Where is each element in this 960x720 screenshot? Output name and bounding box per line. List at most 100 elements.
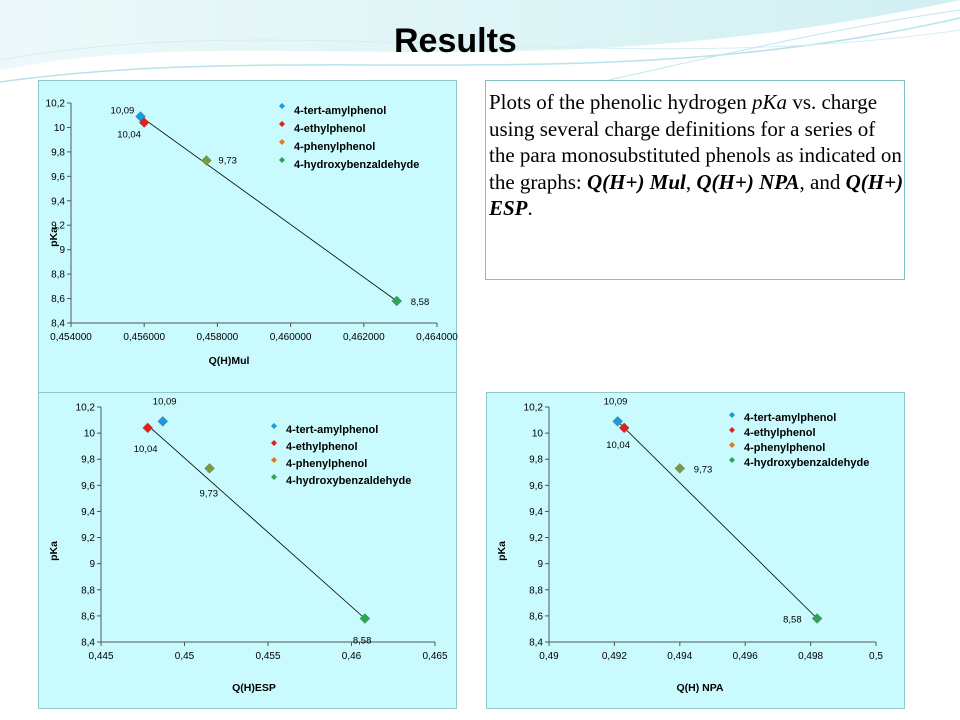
y-tick-label: 8,8: [81, 585, 95, 596]
data-label: 9,73: [200, 488, 219, 499]
y-tick-label: 8,4: [529, 638, 543, 649]
y-tick-label: 10: [532, 429, 544, 440]
y-tick-label: 9,4: [81, 507, 95, 518]
data-point: [359, 613, 371, 624]
description-method-npa: Q(H+) NPA: [696, 169, 800, 194]
x-tick-label: 0,454000: [50, 332, 92, 343]
data-point: [138, 117, 150, 128]
data-point: [201, 155, 212, 166]
x-tick-label: 0,46: [342, 651, 362, 662]
chart-esp: 8,4 8,6 8,8 9 9,2 9,4 9,6 9,8 10 10,2 0,445 0,45 0,4…: [48, 396, 448, 694]
x-tick-label: 0,445: [88, 651, 113, 662]
legend-label: 4-phenylphenol: [286, 458, 367, 470]
chart-npa: 8,4 8,6 8,8 9 9,2 9,4 9,6 9,8 10 10,2 0,49 0,492 0,4…: [496, 396, 883, 694]
x-tick-label: 0,496: [733, 651, 758, 662]
y-tick-label: 9: [89, 559, 95, 570]
legend-marker: [279, 139, 285, 145]
y-tick-label: 9,8: [529, 455, 543, 466]
x-axis-title: Q(H) NPA: [676, 682, 723, 694]
legend-label: 4-phenylphenol: [294, 141, 375, 153]
y-axis-title: pKa: [48, 541, 60, 561]
data-label: 10,04: [117, 130, 141, 141]
y-tick-label: 8,4: [51, 319, 65, 330]
trendline: [617, 421, 818, 619]
legend-label: 4-ethylphenol: [286, 441, 358, 453]
legend-marker: [279, 103, 285, 109]
legend-label: 4-tert-amylphenol: [286, 424, 378, 436]
data-point: [674, 463, 686, 474]
legend-label: 4-tert-amylphenol: [294, 105, 386, 117]
y-tick-label: 8,6: [81, 611, 95, 622]
y-tick-label: 10,2: [524, 403, 544, 414]
chart-mul: 8,4 8,6 8,8 9 9,2 9,4 9,6 9,8 10 10,2 0,454000 0,45…: [46, 99, 458, 368]
description-text: Plots of the phenolic hydrogen: [489, 90, 753, 114]
data-label: 9,73: [694, 464, 713, 475]
y-tick-label: 9: [537, 559, 543, 570]
data-point: [811, 613, 823, 624]
y-tick-label: 10: [84, 429, 96, 440]
y-tick-label: 8,8: [51, 270, 65, 281]
legend-marker: [729, 427, 735, 433]
data-point: [612, 416, 623, 427]
legend-marker: [279, 121, 285, 127]
y-tick-label: 9,6: [51, 172, 65, 183]
x-tick-label: 0,456000: [123, 332, 165, 343]
description-method-mul: Q(H+) Mul: [586, 169, 686, 194]
legend-marker: [279, 157, 285, 163]
y-tick-label: 9,4: [529, 507, 543, 518]
data-point: [142, 422, 153, 434]
y-tick-label: 9: [59, 245, 65, 256]
y-tick-label: 9,6: [81, 481, 95, 492]
x-tick-label: 0,462000: [343, 332, 385, 343]
data-label: 10,09: [153, 396, 177, 407]
y-axis-title: pKa: [48, 227, 60, 247]
y-tick-label: 9,6: [529, 481, 543, 492]
y-axis-title: pKa: [496, 541, 508, 561]
trendline: [147, 424, 366, 619]
x-tick-label: 0,465: [422, 651, 447, 662]
data-point: [618, 422, 630, 434]
legend-label: 4-hydroxybenzaldehyde: [286, 475, 411, 487]
description-pka: pKa: [752, 90, 788, 114]
y-tick-label: 10,2: [46, 99, 66, 110]
chart-panel-esp: 8,4 8,6 8,8 9 9,2 9,4 9,6 9,8 10 10,2 0,445 0,45 0,4…: [38, 392, 457, 709]
y-tick-label: 9,2: [529, 533, 543, 544]
description-separator: ,: [685, 169, 697, 194]
description-method-esp: Q(H+) ESP: [489, 169, 904, 221]
y-tick-label: 8,8: [529, 585, 543, 596]
legend-marker: [729, 457, 735, 463]
description-end: .: [527, 196, 533, 220]
description-box: Plots of the phenolic hydrogen pKa vs. c…: [485, 80, 905, 280]
x-tick-label: 0,464000: [416, 332, 458, 343]
data-label: 8,58: [353, 636, 372, 647]
y-tick-label: 8,4: [81, 638, 95, 649]
legend-label: 4-ethylphenol: [294, 123, 366, 135]
data-label: 10,09: [111, 105, 135, 116]
x-tick-label: 0,492: [602, 651, 627, 662]
legend-label: 4-ethylphenol: [744, 427, 816, 439]
slide-title: Results: [394, 22, 517, 60]
legend-marker: [271, 474, 277, 480]
legend-marker: [271, 457, 277, 463]
y-tick-label: 9,8: [81, 455, 95, 466]
legend-marker: [729, 442, 735, 448]
data-point: [204, 463, 215, 474]
x-tick-label: 0,494: [667, 651, 692, 662]
data-label: 8,58: [411, 297, 430, 308]
legend-label: 4-hydroxybenzaldehyde: [744, 457, 869, 469]
data-label: 9,73: [218, 155, 237, 166]
legend-label: 4-tert-amylphenol: [744, 412, 836, 424]
data-label: 8,58: [783, 615, 802, 626]
data-label: 10,04: [606, 440, 630, 451]
y-tick-label: 8,6: [529, 611, 543, 622]
data-label: 10,09: [604, 396, 628, 407]
x-tick-label: 0,460000: [270, 332, 312, 343]
x-tick-label: 0,45: [175, 651, 195, 662]
x-axis-title: Q(H)ESP: [232, 682, 276, 694]
legend-marker: [729, 412, 735, 418]
legend-marker: [271, 423, 277, 429]
chart-panel-mul: 8,4 8,6 8,8 9 9,2 9,4 9,6 9,8 10 10,2 0,454000 0,45…: [38, 80, 458, 393]
y-tick-label: 9,8: [51, 147, 65, 158]
data-point: [157, 416, 169, 427]
chart-panel-npa: 8,4 8,6 8,8 9 9,2 9,4 9,6 9,8 10 10,2 0,49 0,492 0,4…: [486, 392, 905, 709]
